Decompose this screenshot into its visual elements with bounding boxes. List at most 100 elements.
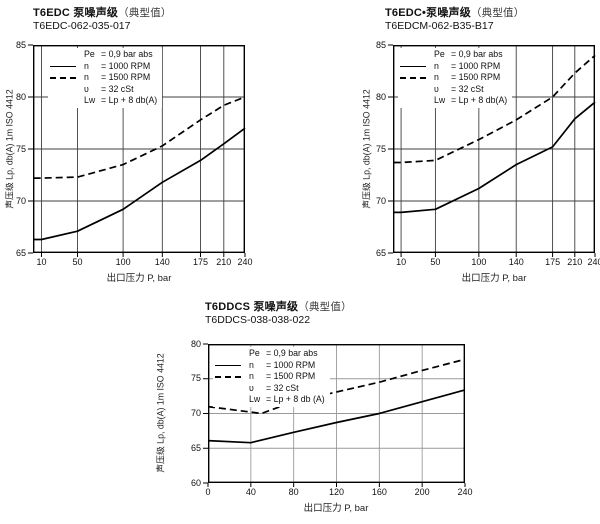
legend-row: n = 1500 RPM [213, 371, 325, 383]
y-tick-label: 65 [190, 442, 201, 453]
chart-title-text: T6EDC 泵噪声级 [33, 7, 119, 19]
legend-param-value: = Lp + 8 db (A) [266, 394, 325, 405]
x-tick-label: 0 [205, 487, 211, 497]
legend-row: Lw = Lp + 8 db(A) [398, 95, 507, 107]
x-tick-label: 210 [216, 257, 232, 267]
x-tick-label: 40 [245, 487, 256, 497]
chart-subtitle: T6EDC-062-035-017 [33, 20, 131, 32]
y-tick-label: 75 [190, 373, 201, 384]
chart-subtitle: T6DDCS-038-038-022 [205, 314, 311, 326]
x-tick-label: 10 [36, 257, 47, 267]
legend-param-name: Pe [249, 348, 260, 358]
legend-param-name: Lw [434, 95, 446, 106]
x-tick-label: 210 [567, 257, 583, 267]
legend: Pe = 0,9 bar abs n = 1000 RPM n = 1500 RPM υ = … [398, 48, 513, 108]
legend-param-value: = 1500 RPM [451, 72, 501, 83]
legend-param-name: Pe [84, 49, 95, 59]
x-tick-label: 200 [414, 487, 430, 497]
x-tick-label: 100 [471, 257, 487, 267]
legend-row: υ = 32 cSt [48, 84, 157, 96]
chart-title: T6EDC 泵噪声级（典型值） [33, 4, 172, 20]
y-tick-label: 75 [375, 143, 386, 154]
y-tick-label: 70 [15, 195, 26, 206]
legend-param-value: = 0,9 bar abs [451, 49, 503, 59]
legend-param-name: υ [84, 83, 89, 94]
x-tick-label: 240 [237, 257, 253, 267]
series-1000rpm-solid [393, 101, 596, 214]
y-tick-label: 65 [375, 247, 386, 258]
legend-param-name: Pe [434, 49, 445, 59]
y-axis-label: 声压级 Lp, db(A) 1m ISO 4412 [155, 353, 166, 473]
legend-row: υ = 32 cSt [398, 84, 507, 96]
y-tick-label: 75 [15, 143, 26, 154]
legend-param-name: n [434, 72, 439, 83]
chart-title: T6DDCS 泵噪声级（典型值） [205, 298, 352, 314]
legend-row: Lw = Lp + 8 db (A) [213, 394, 325, 406]
legend-param-value: = 1500 RPM [101, 72, 151, 83]
chart-title-text: T6EDC•泵噪声级 [385, 7, 471, 19]
plot-border [207, 343, 466, 484]
y-tick-label: 65 [15, 247, 26, 258]
series-1500rpm-dashed [33, 96, 246, 179]
x-tick-label: 100 [115, 257, 131, 267]
x-tick-label: 50 [72, 257, 83, 267]
legend-row: n = 1000 RPM [398, 61, 507, 73]
x-tick-label: 120 [328, 487, 345, 497]
legend-row: Lw = Lp + 8 db(A) [48, 95, 157, 107]
y-tick-label: 80 [15, 91, 26, 102]
legend-param-value: = 1500 RPM [266, 371, 316, 382]
plot-border [392, 44, 596, 254]
legend-param-name: υ [249, 382, 254, 393]
chart-title-note: （典型值） [118, 8, 172, 19]
legend-dashed-line-sample [48, 77, 84, 79]
legend-row: n = 1500 RPM [398, 72, 507, 84]
legend-solid-line-sample [48, 65, 84, 68]
x-tick-label: 175 [192, 257, 208, 267]
legend-param-value: = Lp + 8 db(A) [101, 95, 158, 106]
x-tick-label: 140 [154, 257, 170, 267]
y-tick-label: 60 [190, 477, 201, 488]
x-tick-label: 10 [396, 257, 407, 267]
legend-dashed-line-sample [213, 376, 249, 378]
chart-title-note: （典型值） [470, 8, 525, 19]
legend-param-name: n [84, 72, 89, 83]
series-1000rpm-solid [33, 127, 246, 241]
legend-param-value: = 32 cSt [451, 83, 484, 94]
x-tick-label: 240 [457, 487, 473, 497]
legend-param-value: = 1000 RPM [101, 60, 151, 71]
x-axis-label: 出口压力 P, bar [461, 273, 527, 284]
legend-param-value: = 0,9 bar abs [101, 49, 153, 59]
x-axis-label: 出口压力 P, bar [106, 273, 172, 284]
y-tick-label: 80 [190, 338, 201, 349]
legend-row: υ = 32 cSt [213, 383, 325, 395]
legend-row: Pe = 0,9 bar abs [213, 348, 325, 360]
legend-param-name: Lw [84, 95, 96, 106]
series-1500rpm-dashed [393, 54, 596, 164]
x-tick-label: 175 [545, 257, 561, 267]
y-tick-label: 80 [375, 91, 386, 102]
legend-row: Pe = 0,9 bar abs [48, 49, 157, 61]
chart-subtitle: T6EDCM-062-B35-B17 [385, 20, 494, 32]
chart-title-note: （典型值） [298, 302, 352, 313]
legend: Pe = 0,9 bar abs n = 1000 RPM n = 1500 RPM υ = … [48, 48, 163, 108]
legend-solid-line-sample [398, 65, 434, 68]
y-tick-label: 85 [375, 39, 386, 50]
y-tick-label: 70 [375, 195, 386, 206]
y-tick-label: 70 [190, 408, 201, 418]
legend-param-value: = 0,9 bar abs [266, 348, 318, 358]
x-tick-label: 140 [508, 257, 524, 267]
series-1000rpm-solid [207, 389, 466, 444]
legend-param-name: n [249, 359, 254, 370]
x-tick-label: 240 [587, 257, 600, 267]
plot-border [32, 44, 246, 254]
legend-param-value: = Lp + 8 db(A) [451, 95, 508, 106]
legend-solid-line-sample [213, 364, 249, 367]
legend-param-name: Lw [249, 394, 261, 405]
legend-param-name: n [249, 371, 254, 382]
legend-param-value: = 32 cSt [101, 83, 134, 94]
chart-title: T6EDC•泵噪声级（典型值） [385, 4, 524, 20]
